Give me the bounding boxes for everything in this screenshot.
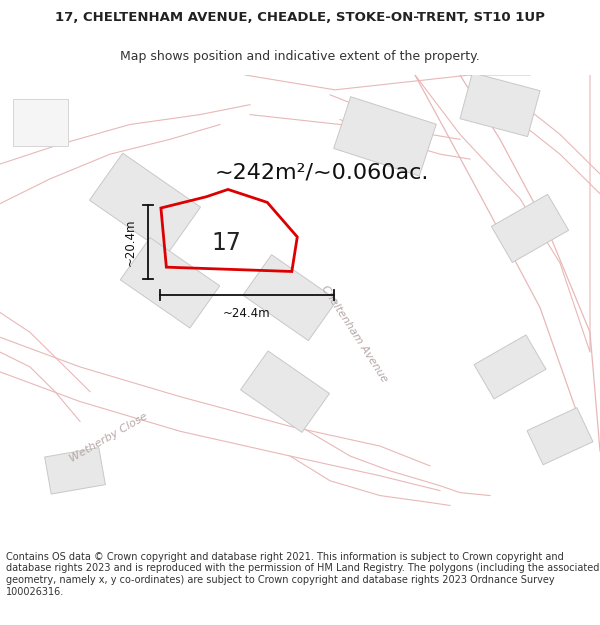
- Polygon shape: [460, 72, 540, 137]
- Polygon shape: [527, 408, 593, 465]
- Polygon shape: [44, 448, 106, 494]
- Text: Map shows position and indicative extent of the property.: Map shows position and indicative extent…: [120, 50, 480, 62]
- Text: 17: 17: [211, 231, 241, 256]
- Text: ~20.4m: ~20.4m: [124, 218, 137, 266]
- Text: Cheltenham Avenue: Cheltenham Avenue: [320, 284, 389, 384]
- Polygon shape: [474, 335, 546, 399]
- Polygon shape: [13, 99, 67, 146]
- Text: ~24.4m: ~24.4m: [223, 306, 271, 319]
- Text: ~242m²/~0.060ac.: ~242m²/~0.060ac.: [215, 162, 429, 182]
- Polygon shape: [243, 254, 337, 341]
- Text: Contains OS data © Crown copyright and database right 2021. This information is : Contains OS data © Crown copyright and d…: [6, 552, 599, 597]
- Polygon shape: [334, 97, 436, 176]
- Polygon shape: [120, 238, 220, 328]
- Text: 17, CHELTENHAM AVENUE, CHEADLE, STOKE-ON-TRENT, ST10 1UP: 17, CHELTENHAM AVENUE, CHEADLE, STOKE-ON…: [55, 11, 545, 24]
- Polygon shape: [89, 153, 200, 254]
- Polygon shape: [241, 351, 329, 432]
- Text: Wetherby Close: Wetherby Close: [68, 411, 150, 464]
- Polygon shape: [491, 194, 569, 262]
